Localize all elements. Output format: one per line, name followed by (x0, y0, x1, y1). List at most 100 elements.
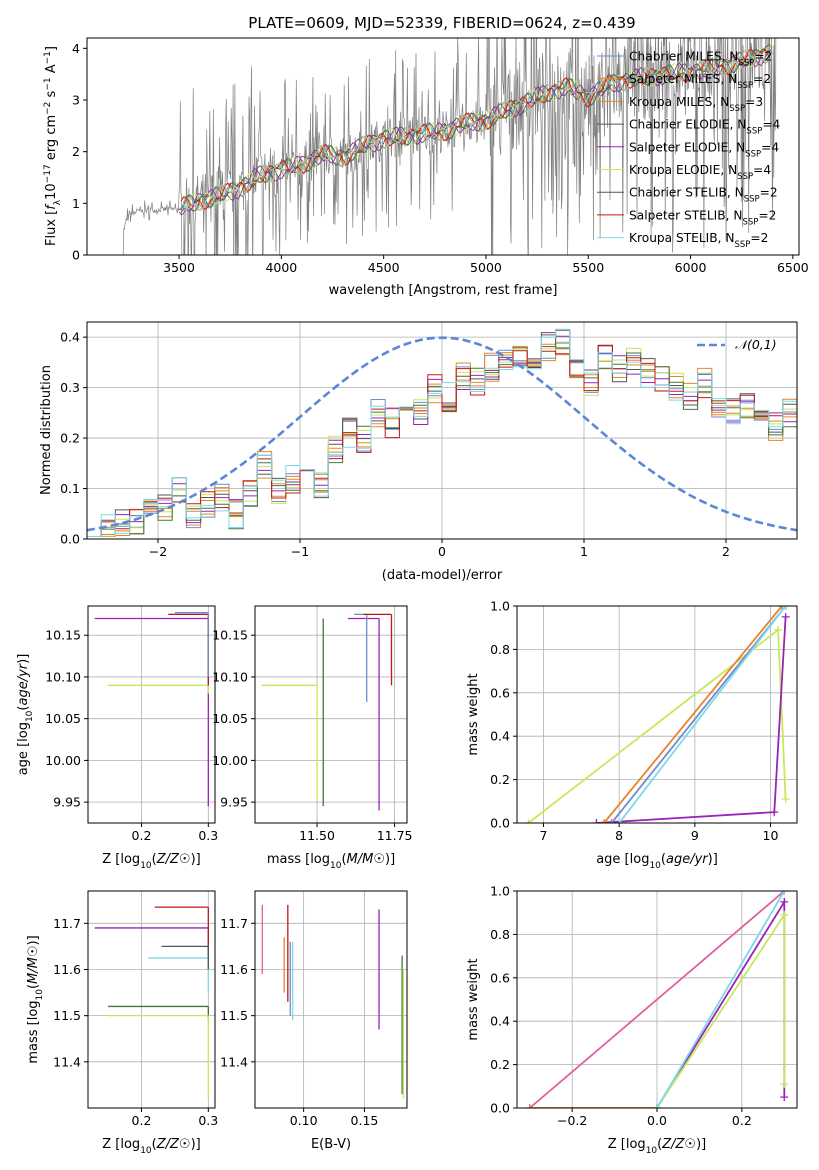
weight-marker (780, 1080, 789, 1089)
observed-spectrum-line (117, 38, 777, 255)
legend-text: =2 (750, 231, 768, 245)
legend-entry: Chabrier MILES, NSSP=2 (629, 50, 772, 69)
y-tick-label: 0.3 (60, 380, 80, 395)
weight-marker (607, 819, 616, 823)
panel-residuals: −2 −1 0 1 2 0.0 0.1 0.2 0.3 0.4 Normed distributio… (39, 321, 798, 583)
y-tick-label: 11.7 (220, 916, 248, 931)
legend-entry: Salpeter STELIB, NSSP=2 (629, 208, 776, 227)
label-part: )] (385, 852, 395, 867)
y-tick-label: 11.7 (53, 916, 81, 931)
y-tick-label: 0.2 (60, 431, 80, 446)
axes-frame (87, 605, 216, 824)
y-axis-label: mass weight (466, 673, 481, 755)
legend-text: Salpeter STELIB, N (629, 208, 742, 222)
weight-line-4 (618, 606, 787, 823)
plot-area (525, 891, 789, 1108)
histogram-step-8 (87, 328, 797, 537)
legend-entry: Salpeter MILES, NSSP=2 (629, 72, 771, 91)
x-tick-label: 10 (763, 828, 779, 843)
y-tick-label: 11.6 (53, 962, 81, 977)
label-part: )] (191, 852, 201, 867)
label-part: )] (708, 852, 718, 867)
label-part: 10 (25, 710, 35, 722)
legend-entry: Chabrier STELIB, NSSP=2 (629, 186, 778, 205)
y-tick-label: 0.1 (60, 481, 80, 496)
legend-text: Chabrier STELIB, N (629, 186, 744, 200)
weight-marker (653, 1104, 661, 1108)
y-tick-label: 10.10 (45, 669, 81, 684)
y-tick-label: 10.10 (212, 669, 248, 684)
weight-marker (781, 795, 790, 804)
y-tick-label: 0.4 (490, 1014, 510, 1029)
x-axis-label: (data-model)/error (382, 568, 503, 583)
x-tick-label: 11.75 (377, 828, 413, 843)
y-axis-label: Normed distribution (39, 365, 54, 495)
x-tick-label: 0.0 (647, 1113, 667, 1128)
weight-marker (524, 819, 533, 823)
x-tick-label: 4000 (265, 260, 297, 275)
histogram-step-2 (87, 354, 797, 537)
plot-area (94, 906, 209, 1099)
y-label-part: ] (44, 46, 59, 51)
y-tick-label: 10.05 (45, 711, 81, 726)
histogram-step-3 (87, 329, 797, 537)
axes-frame (254, 890, 408, 1109)
label-part: 10 (35, 989, 45, 1001)
plot-area (87, 328, 797, 537)
label-part: )] (16, 654, 31, 664)
weight-marker (525, 1104, 534, 1108)
legend-text: =2 (753, 72, 771, 86)
weight-marker (770, 808, 779, 817)
legend-sub: SSP (737, 81, 753, 91)
legend-text: Salpeter ELODIE, N (629, 140, 745, 154)
y-tick-label: 11.5 (53, 1008, 81, 1023)
y-tick-label: 0.0 (490, 816, 510, 831)
label-part: ( (657, 1137, 662, 1152)
y-tick-label: 10.15 (212, 628, 248, 643)
label-part: mass [log (26, 1000, 41, 1063)
weight-line-3 (610, 606, 787, 823)
x-tick-label: 9 (691, 828, 699, 843)
x-tick-label: 7 (540, 828, 548, 843)
legend-text: =2 (760, 186, 778, 200)
plot-area (117, 38, 777, 255)
y-tick-label: 0.8 (490, 927, 510, 942)
y-tick-label: 9.95 (220, 795, 248, 810)
x-axis-label: age [log10(age/yr)] (596, 852, 718, 871)
weight-marker (615, 819, 624, 823)
y-tick-label: 0.8 (490, 642, 510, 657)
label-part: M/M☉ (347, 852, 385, 867)
panel-mass-vs-Z: 0.2 0.311.411.511.611.7Z [log10(Z/Z☉)]mas… (26, 890, 218, 1156)
label-part: Z [log (102, 1137, 140, 1152)
y-tick-label: 1.0 (490, 599, 510, 614)
label-part: ( (661, 852, 666, 867)
y-tick-label: 11.4 (53, 1054, 81, 1069)
weight-line-0 (527, 628, 787, 823)
y-tick-label: 2 (72, 144, 80, 159)
label-part: Z/Z☉ (156, 1137, 191, 1152)
label-part: 10 (140, 1146, 152, 1156)
plot-area (94, 612, 209, 807)
label-part: 10 (649, 861, 661, 871)
legend-text: =2 (758, 208, 776, 222)
y-tick-label: 0 (72, 248, 80, 263)
y-tick-label: 10.05 (212, 711, 248, 726)
x-tick-label: −1 (291, 544, 309, 559)
y-tick-label: 10.00 (45, 753, 81, 768)
y-label-part: f (44, 203, 59, 210)
y-tick-label: 0.2 (490, 772, 510, 787)
y-label-part: −17 (43, 164, 53, 183)
x-axis-label: wavelength [Angstrom, rest frame] (329, 283, 558, 298)
y-label-part: 10 (44, 183, 59, 200)
y-label-part: A (44, 64, 59, 77)
histogram-step-0 (87, 342, 797, 537)
y-label-part: −2 (43, 102, 53, 115)
legend-entry: Kroupa MILES, NSSP=3 (629, 95, 763, 114)
weight-line-0 (529, 891, 785, 1108)
panel-spectrum: 3500 4000 4500 5000 5500 6000 6500 0 1 2 3 4 Flux [f… (43, 37, 809, 298)
plot-area (524, 606, 790, 823)
legend-text: =3 (745, 95, 763, 109)
x-axis-label: Z [log10(Z/Z☉)] (102, 1137, 200, 1156)
